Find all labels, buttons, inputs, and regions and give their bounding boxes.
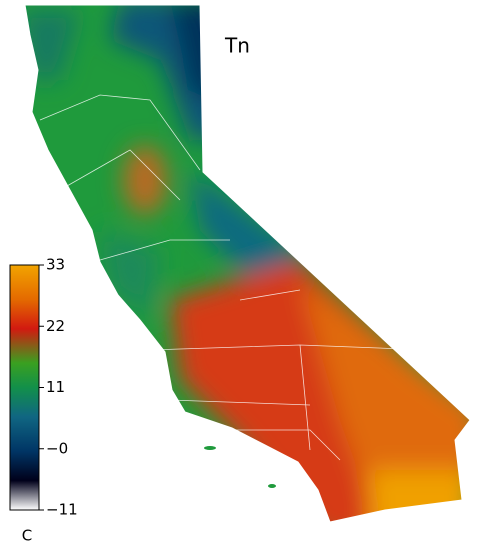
colorbar (9, 264, 40, 511)
county-lines (39, 94, 431, 461)
island (268, 484, 276, 488)
state-outline (24, 4, 471, 523)
colorbar-tick-label: 33 (46, 256, 65, 274)
colorbar-tick-label: 22 (46, 317, 65, 335)
map-title: Tn (224, 34, 250, 58)
colorbar-tick-label: −11 (46, 501, 78, 519)
island (204, 446, 216, 450)
colorbar-tick-label: −0 (46, 439, 68, 457)
colorbar-unit: C (22, 527, 32, 545)
colorbar-tick-label: 11 (46, 378, 65, 396)
